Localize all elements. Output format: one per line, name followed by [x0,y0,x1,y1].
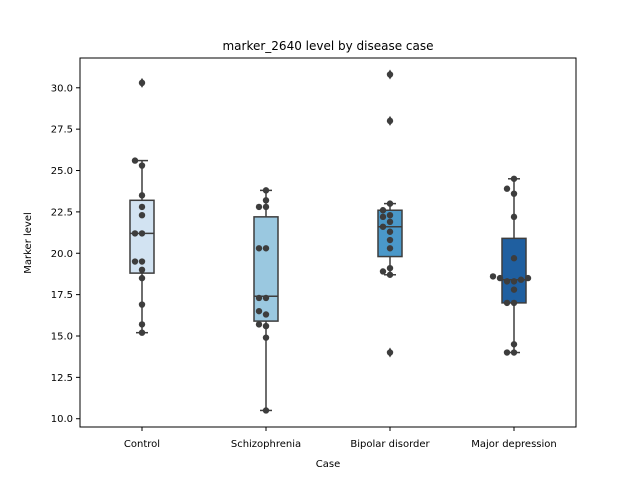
data-point [255,294,263,302]
data-point [517,276,525,283]
data-point [510,341,518,348]
data-point [510,349,518,356]
data-point [510,175,518,182]
box-group [253,189,279,412]
data-point [379,207,387,214]
data-point [386,200,394,207]
data-point [503,299,511,307]
data-point [262,197,270,204]
data-point [386,117,394,125]
data-point [503,185,511,192]
data-point [262,245,270,252]
data-point [510,255,518,262]
data-point [138,274,146,282]
data-point [138,266,146,274]
y-tick-label: 30.0 [51,83,73,94]
data-point [262,187,270,194]
data-point [379,268,387,275]
data-point [510,299,518,307]
data-point [138,301,146,308]
y-axis-label: Marker level [23,212,34,274]
data-point [262,311,270,318]
x-tick-label: Control [124,439,160,450]
data-point [510,213,518,221]
data-point [503,349,511,356]
box-group [501,178,527,354]
y-tick-label: 25.0 [51,166,73,177]
chart-title: marker_2640 level by disease case [222,39,433,53]
data-point [138,258,146,265]
plot-area: 10.0 12.5 15.0 17.5 20.0 22.5 25.0 27.5 30.0 Cont… [51,57,577,450]
data-point [386,236,394,244]
y-tick-label: 27.5 [51,125,73,136]
data-point [138,203,146,211]
x-tick-label: Schizophrenia [231,439,301,450]
y-tick-label: 10.0 [51,414,73,425]
box-iqr [253,216,279,322]
data-point [386,71,394,78]
y-tick-label: 17.5 [51,290,73,301]
data-point [262,407,270,414]
data-point [386,245,394,252]
data-point [262,294,270,302]
data-point [379,213,387,221]
data-point [503,278,511,285]
data-point [510,286,518,293]
data-point [138,329,146,336]
y-tick-label: 20.0 [51,249,73,260]
y-tick-label: 15.0 [51,331,73,342]
data-point [510,190,518,197]
data-point [131,230,139,237]
data-point [386,271,394,278]
data-point [386,264,394,272]
data-point [379,223,387,230]
data-point [524,274,532,282]
data-point [496,274,504,282]
data-point [138,211,146,219]
x-tick-label: Bipolar disorder [350,439,430,450]
data-point [510,278,518,285]
x-tick-label: Major depression [471,439,557,450]
data-point [489,273,497,280]
data-point [138,192,146,199]
data-point [131,157,139,164]
data-point [262,322,270,330]
axes-frame [79,57,577,428]
data-point [386,228,394,235]
data-point [262,334,270,341]
data-point [138,321,146,328]
data-point [386,211,394,219]
y-tick-label: 22.5 [51,207,73,218]
data-point [131,258,139,265]
data-point [138,79,146,87]
data-point [386,349,394,356]
data-point [262,203,270,211]
data-point [255,203,263,211]
data-point [255,245,263,252]
data-point [138,230,146,237]
data-point [255,321,263,328]
x-axis-label: Case [316,459,340,470]
y-tick-label: 12.5 [51,373,73,384]
data-point [255,307,263,315]
data-point [386,218,394,226]
data-point [138,162,146,169]
box-iqr [501,237,527,304]
